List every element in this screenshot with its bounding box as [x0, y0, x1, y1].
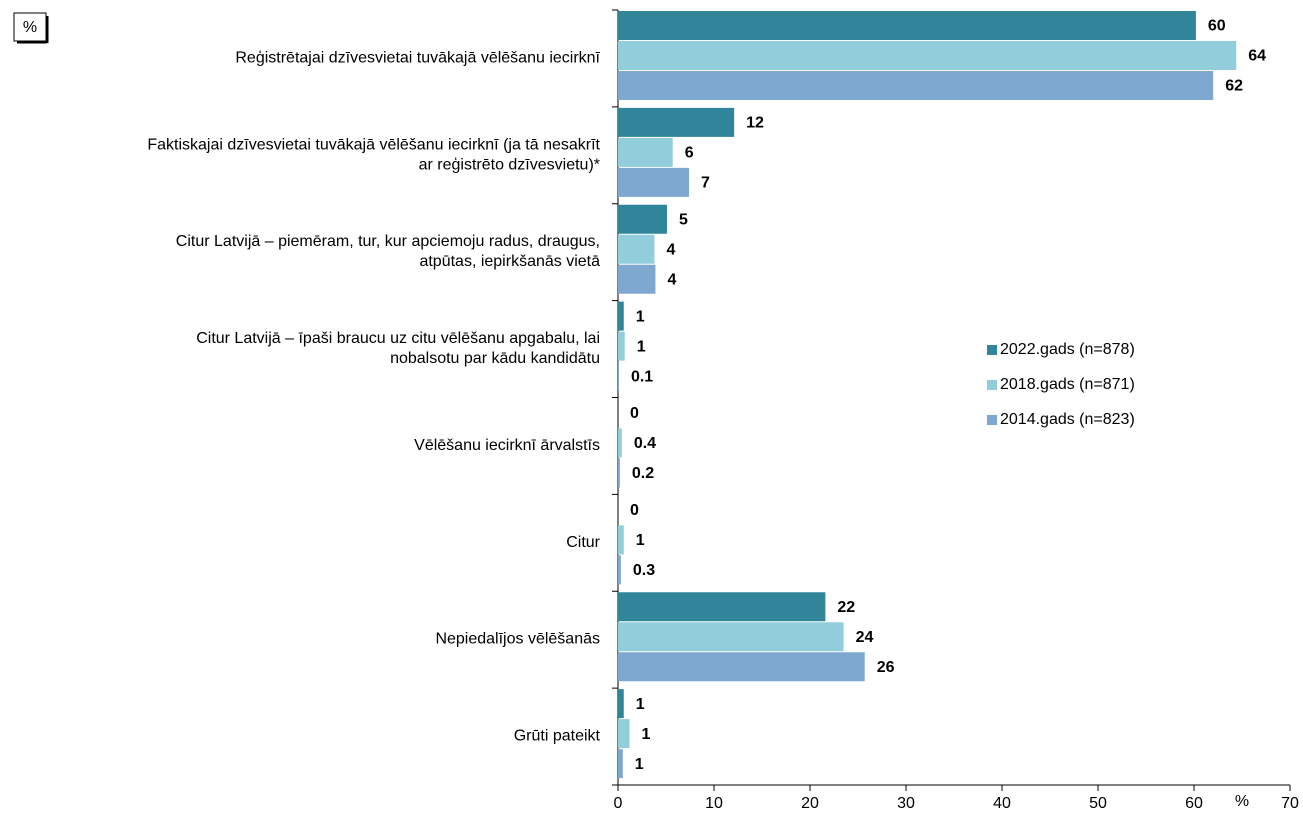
- bar: [618, 264, 656, 294]
- value-label: 6: [685, 145, 694, 162]
- category-label: Citur: [566, 534, 600, 551]
- bar: [618, 458, 620, 488]
- unit-label: %: [23, 19, 37, 36]
- bar: [618, 71, 1214, 100]
- value-label: 1: [637, 338, 646, 355]
- bar: [618, 11, 1196, 40]
- value-label: 0.1: [631, 368, 653, 385]
- category-line: nobalsotu par kādu kandidātu: [390, 350, 600, 367]
- category-line: atpūtas, iepirkšanās vietā: [419, 253, 600, 270]
- category-label: Citur Latvijā – piemēram, tur, kur apcie…: [176, 233, 600, 270]
- value-label: 1: [642, 726, 651, 743]
- bar: [618, 689, 624, 719]
- bar: [618, 622, 844, 652]
- value-label: 0.3: [633, 562, 655, 579]
- legend-swatch: [987, 380, 997, 390]
- value-label: 62: [1225, 78, 1243, 95]
- category-label: Faktiskajai dzīvesvietai tuvākajā vēlēša…: [147, 137, 600, 174]
- category-line: Citur Latvijā – piemēram, tur, kur apcie…: [176, 233, 600, 250]
- bar: [618, 331, 625, 361]
- bar: [618, 361, 619, 391]
- x-tick-label: 0: [614, 795, 623, 812]
- x-tick-label: 10: [705, 795, 723, 812]
- x-tick-label: 50: [1089, 795, 1107, 812]
- value-label: 0: [630, 502, 639, 519]
- x-tick-label: 20: [801, 795, 819, 812]
- category-label: Reģistrētajai dzīvesvietai tuvākajā vēlē…: [235, 49, 600, 67]
- bar: [618, 652, 865, 682]
- value-label: 4: [667, 271, 676, 288]
- category-line: Vēlēšanu iecirknī ārvalstīs: [414, 437, 600, 454]
- category-line: Grūti pateikt: [514, 728, 601, 745]
- value-label: 0.2: [632, 465, 654, 482]
- x-tick-label: 40: [993, 795, 1011, 812]
- category-line: ar reģistrēto dzīvesvietu)*: [419, 156, 600, 174]
- category-line: Faktiskajai dzīvesvietai tuvākajā vēlēša…: [147, 137, 600, 154]
- value-label: 7: [701, 175, 710, 192]
- value-label: 26: [877, 659, 895, 676]
- x-tick-label: 60: [1185, 795, 1203, 812]
- value-label: 64: [1248, 48, 1266, 65]
- category-label: Grūti pateikt: [514, 728, 601, 745]
- category-label: Vēlēšanu iecirknī ārvalstīs: [414, 437, 600, 454]
- value-label: 1: [635, 756, 644, 773]
- value-label: 0: [630, 405, 639, 422]
- x-axis-label: %: [1235, 793, 1249, 810]
- legend-label: 2018.gads (n=871): [1000, 376, 1135, 393]
- x-tick-label: 70: [1281, 795, 1299, 812]
- value-label: 60: [1208, 18, 1226, 35]
- legend-label: 2022.gads (n=878): [1000, 341, 1135, 358]
- category-line: Nepiedalījos vēlēšanās: [435, 631, 600, 648]
- bar: [618, 719, 630, 749]
- value-label: 5: [679, 211, 688, 228]
- value-label: 0.4: [634, 435, 656, 452]
- bar: [618, 555, 621, 585]
- bar: [618, 41, 1237, 70]
- value-label: 22: [837, 599, 855, 616]
- value-label: 12: [746, 115, 764, 132]
- value-label: 4: [666, 241, 675, 258]
- legend-label: 2014.gads (n=823): [1000, 411, 1135, 428]
- unit-box: [13, 12, 47, 42]
- x-tick-label: 30: [897, 795, 915, 812]
- bar: [618, 428, 622, 458]
- legend-swatch: [987, 415, 997, 425]
- bar: [618, 137, 673, 167]
- value-label: 1: [636, 696, 645, 713]
- category-label: Nepiedalījos vēlēšanās: [435, 631, 600, 648]
- value-label: 1: [636, 532, 645, 549]
- bar: [618, 204, 667, 234]
- bar: [618, 167, 690, 197]
- category-line: Reģistrētajai dzīvesvietai tuvākajā vēlē…: [235, 49, 600, 67]
- bar: [618, 749, 623, 779]
- value-label: 24: [856, 629, 874, 646]
- legend-swatch: [987, 345, 997, 355]
- category-line: Citur: [566, 534, 600, 551]
- bar: [618, 525, 624, 555]
- bar: [618, 592, 826, 622]
- bar: [618, 107, 735, 137]
- category-line: Citur Latvijā – īpaši braucu uz citu vēl…: [196, 330, 600, 347]
- bar: [618, 301, 624, 331]
- value-label: 1: [636, 308, 645, 325]
- category-label: Citur Latvijā – īpaši braucu uz citu vēl…: [196, 330, 600, 367]
- bar: [618, 234, 655, 264]
